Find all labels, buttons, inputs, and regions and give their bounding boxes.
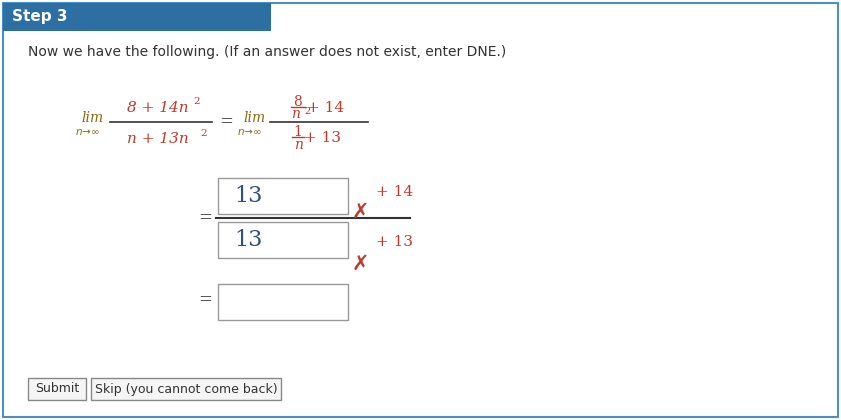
Text: 2: 2 (193, 97, 199, 107)
Text: + 14: + 14 (308, 101, 345, 115)
Text: Step 3: Step 3 (12, 10, 67, 24)
Text: 13: 13 (234, 185, 262, 207)
Text: =: = (198, 291, 212, 309)
Text: ✗: ✗ (352, 202, 369, 222)
FancyBboxPatch shape (218, 222, 348, 258)
Text: 2: 2 (304, 107, 310, 116)
FancyBboxPatch shape (218, 178, 348, 214)
Text: 13: 13 (234, 229, 262, 251)
Text: lim: lim (243, 111, 265, 125)
FancyBboxPatch shape (218, 284, 348, 320)
Text: $n\!\to\!\infty$: $n\!\to\!\infty$ (76, 127, 101, 137)
Text: lim: lim (81, 111, 103, 125)
Text: + 14: + 14 (376, 185, 413, 199)
FancyBboxPatch shape (28, 378, 86, 400)
Text: n + 13n: n + 13n (127, 132, 189, 146)
Text: 1: 1 (294, 125, 303, 139)
Text: ✗: ✗ (352, 254, 369, 274)
Text: 8 + 14n: 8 + 14n (127, 101, 189, 115)
Text: n: n (290, 107, 299, 121)
Text: Submit: Submit (34, 383, 79, 396)
FancyBboxPatch shape (3, 3, 271, 31)
Text: + 13: + 13 (304, 131, 341, 145)
Text: Skip (you cannot come back): Skip (you cannot come back) (95, 383, 278, 396)
Text: n: n (294, 138, 303, 152)
Text: =: = (198, 210, 212, 226)
FancyBboxPatch shape (3, 3, 838, 417)
FancyBboxPatch shape (91, 378, 281, 400)
Text: 8: 8 (294, 95, 303, 109)
Text: =: = (219, 113, 233, 131)
Text: Now we have the following. (If an answer does not exist, enter DNE.): Now we have the following. (If an answer… (28, 45, 506, 59)
Text: $n\!\to\!\infty$: $n\!\to\!\infty$ (237, 127, 262, 137)
Text: + 13: + 13 (376, 235, 413, 249)
Text: 2: 2 (200, 129, 207, 139)
